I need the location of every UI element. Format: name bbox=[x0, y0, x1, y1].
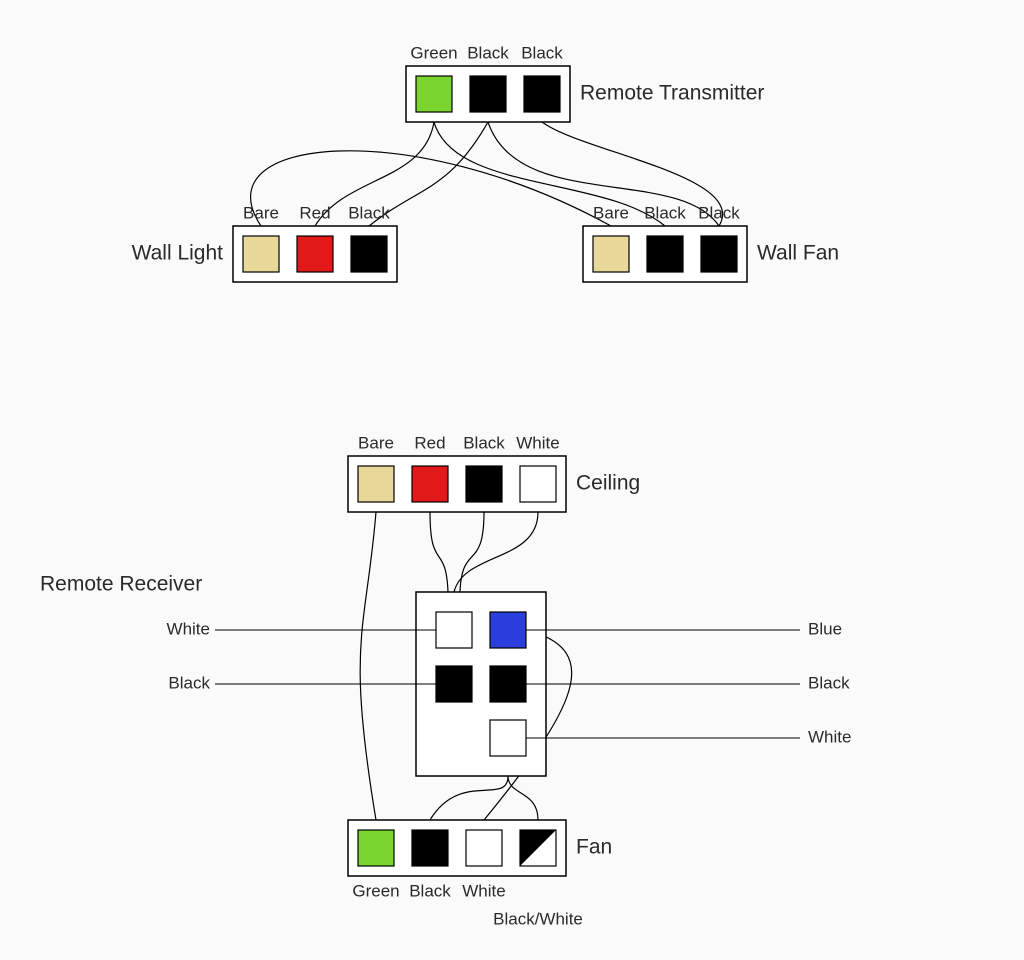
terminal bbox=[358, 466, 394, 502]
terminal-label: Red bbox=[414, 433, 445, 452]
receiver-label: Black bbox=[808, 673, 850, 692]
terminal-label: Black bbox=[698, 203, 740, 222]
terminal-label: Black bbox=[348, 203, 390, 222]
receiver-caption: Remote Receiver bbox=[40, 573, 202, 596]
terminal bbox=[524, 76, 560, 112]
fan-block: Green Black White Black/White Fan bbox=[348, 820, 612, 928]
terminal bbox=[436, 612, 472, 648]
terminal-label: Black/White bbox=[493, 909, 583, 928]
terminal bbox=[358, 830, 394, 866]
terminal-label: Red bbox=[299, 203, 330, 222]
terminal bbox=[243, 236, 279, 272]
svg-text:Wall Light: Wall Light bbox=[132, 242, 224, 265]
terminal bbox=[520, 466, 556, 502]
terminal-label: Green bbox=[352, 881, 399, 900]
receiver-label: Blue bbox=[808, 619, 842, 638]
terminal bbox=[466, 830, 502, 866]
svg-text:Wall Fan: Wall Fan bbox=[757, 242, 839, 265]
terminal-label: Green bbox=[410, 43, 457, 62]
receiver-label: White bbox=[167, 619, 210, 638]
terminal-label: Bare bbox=[593, 203, 629, 222]
receiver-label: Black bbox=[168, 673, 210, 692]
terminal bbox=[490, 720, 526, 756]
terminal-label: Black bbox=[644, 203, 686, 222]
svg-text:Fan: Fan bbox=[576, 836, 612, 859]
terminal bbox=[412, 466, 448, 502]
terminal-label: Black bbox=[521, 43, 563, 62]
wallLight-block: Bare Red Black Wall Light bbox=[132, 203, 397, 282]
terminal bbox=[470, 76, 506, 112]
svg-text:Ceiling: Ceiling bbox=[576, 472, 640, 495]
transmitter-block: Green Black Black Remote Transmitter bbox=[406, 43, 764, 122]
wiring-diagram: Green Black Black Remote Transmitter Bare Red… bbox=[0, 0, 1024, 960]
terminal bbox=[436, 666, 472, 702]
terminal-label: White bbox=[516, 433, 559, 452]
receiver-block: Remote Receiver White Blue Black Black White bbox=[40, 573, 851, 776]
terminal bbox=[416, 76, 452, 112]
terminal-label: Black bbox=[463, 433, 505, 452]
terminal bbox=[647, 236, 683, 272]
terminal-label: Black bbox=[409, 881, 451, 900]
ceiling-block: Bare Red Black White Ceiling bbox=[348, 433, 640, 512]
terminal bbox=[701, 236, 737, 272]
terminal bbox=[466, 466, 502, 502]
terminal-label: Bare bbox=[243, 203, 279, 222]
terminal bbox=[412, 830, 448, 866]
terminal bbox=[490, 612, 526, 648]
terminal bbox=[490, 666, 526, 702]
receiver-label: White bbox=[808, 727, 851, 746]
terminal-label: Bare bbox=[358, 433, 394, 452]
terminal-label: Black bbox=[467, 43, 509, 62]
terminal bbox=[351, 236, 387, 272]
terminal bbox=[520, 830, 556, 866]
terminal bbox=[593, 236, 629, 272]
terminal bbox=[297, 236, 333, 272]
svg-text:Remote Transmitter: Remote Transmitter bbox=[580, 82, 764, 105]
terminal-label: White bbox=[462, 881, 505, 900]
wallFan-block: Bare Black Black Wall Fan bbox=[583, 203, 839, 282]
